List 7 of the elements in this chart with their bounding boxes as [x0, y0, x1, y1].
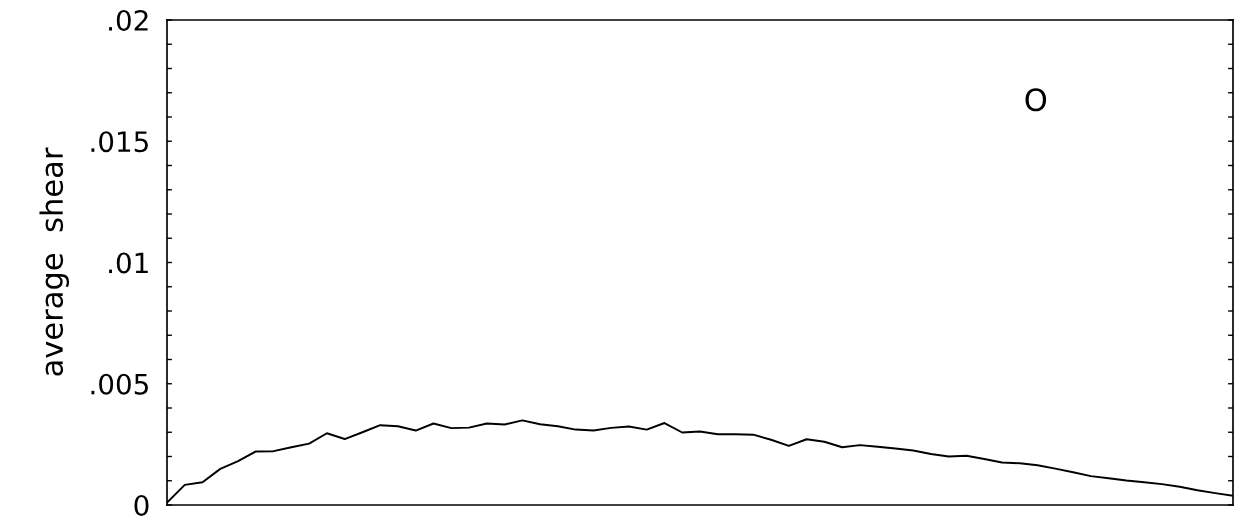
- annotation: O: [1025, 88, 1047, 112]
- y-axis-title: average shear: [39, 147, 70, 376]
- y-tick-label: .02: [109, 9, 148, 31]
- y-tick-label: .015: [91, 131, 148, 153]
- y-tick-label: 0: [134, 494, 149, 516]
- y-tick-label: .005: [91, 373, 148, 395]
- y-tick-label: .01: [109, 252, 148, 274]
